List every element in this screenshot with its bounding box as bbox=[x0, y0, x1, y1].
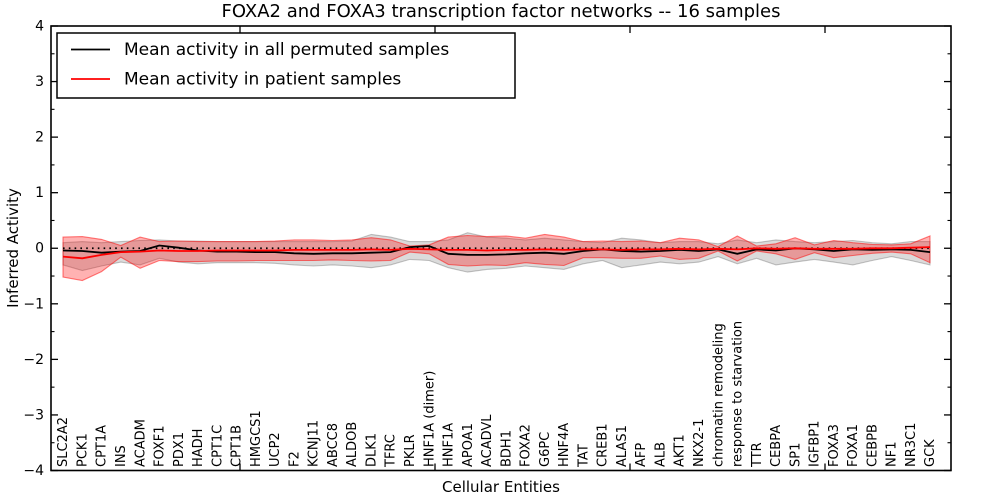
x-tick-label: GCK bbox=[923, 439, 938, 467]
x-tick-label: FOXA1 bbox=[846, 424, 861, 467]
x-tick-label: HNF1A (dimer) bbox=[422, 371, 437, 467]
chart-title: FOXA2 and FOXA3 transcription factor net… bbox=[222, 1, 781, 22]
y-tick-label: −4 bbox=[23, 463, 44, 479]
tick-layer bbox=[51, 25, 951, 472]
x-tick-label: NF1 bbox=[885, 442, 900, 467]
x-tick-label: CPT1B bbox=[230, 425, 245, 467]
x-tick-label: F2 bbox=[287, 451, 302, 467]
x-tick-label: PCK1 bbox=[75, 433, 90, 467]
y-axis-label: Inferred Activity bbox=[4, 188, 22, 308]
y-tick-label: 2 bbox=[35, 130, 44, 146]
patient-mean-line bbox=[62, 246, 931, 260]
x-tick-label: response to starvation bbox=[730, 321, 745, 467]
x-tick-label: HMGCS1 bbox=[249, 410, 264, 467]
y-tick-label: −1 bbox=[23, 296, 44, 312]
x-tick-label: DLK1 bbox=[364, 433, 379, 467]
x-tick-label: TTR bbox=[750, 442, 765, 468]
x-tick-label: ABCC8 bbox=[326, 423, 341, 467]
x-tick-label: SLC2A2 bbox=[56, 417, 71, 467]
x-tick-label: BDH1 bbox=[499, 430, 514, 467]
y-tick-label-layer: 4 3 2 1 0 −1 −2 −3 −4 bbox=[23, 18, 44, 479]
x-tick-label: ACADM bbox=[133, 419, 148, 467]
x-tick-label: SP1 bbox=[788, 443, 803, 467]
legend: Mean activity in all permuted samples Me… bbox=[56, 32, 516, 99]
legend-box bbox=[56, 32, 516, 99]
y-tick-label: 0 bbox=[35, 241, 44, 257]
legend-label-patient: Mean activity in patient samples bbox=[124, 69, 401, 89]
x-tick-label: AFP bbox=[634, 443, 649, 467]
x-tick-label: ALDOB bbox=[345, 422, 360, 467]
band-layer bbox=[62, 232, 931, 282]
x-tick-label: APOA1 bbox=[461, 423, 476, 467]
x-tick-label: HADH bbox=[191, 429, 206, 467]
x-tick-label: INS bbox=[114, 445, 129, 467]
series-layer bbox=[62, 244, 931, 260]
y-tick-label: 4 bbox=[35, 18, 44, 34]
patient-samples-std-band bbox=[62, 233, 931, 282]
x-tick-label: FOXA3 bbox=[827, 424, 842, 467]
y-tick-label: 1 bbox=[35, 185, 44, 201]
x-tick-label: CEBPA bbox=[769, 425, 784, 467]
x-tick-label: G6PC bbox=[538, 432, 553, 467]
y-tick-label: 3 bbox=[35, 74, 44, 90]
x-tick-label: HNF4A bbox=[557, 423, 572, 467]
x-tick-label: FOXA2 bbox=[519, 424, 534, 467]
x-tick-label: CEBPB bbox=[865, 424, 880, 467]
legend-label-permuted: Mean activity in all permuted samples bbox=[124, 40, 449, 60]
x-tick-label: PKLR bbox=[403, 434, 418, 467]
x-tick-label: AKT1 bbox=[673, 434, 688, 467]
x-tick-label: KCNJ11 bbox=[307, 420, 322, 467]
x-axis-label: Cellular Entities bbox=[442, 478, 560, 496]
x-tick-label: TAT bbox=[576, 444, 591, 468]
x-tick-label: NKX2-1 bbox=[692, 419, 707, 467]
x-tick-label: IGFBP1 bbox=[808, 421, 823, 467]
y-tick-label: −2 bbox=[23, 352, 44, 368]
x-tick-label: ACADVL bbox=[480, 414, 495, 467]
x-tick-label: CPT1A bbox=[95, 425, 110, 467]
y-tick-label: −3 bbox=[23, 407, 44, 423]
x-tick-label: NR3C1 bbox=[904, 423, 919, 467]
x-tick-label: FOXF1 bbox=[152, 425, 167, 467]
x-tick-label: UCP2 bbox=[268, 432, 283, 467]
x-tick-label-layer: SLC2A2 PCK1 CPT1A INS ACADM FOXF1 PDX1 HADH CPT1… bbox=[56, 321, 938, 468]
x-tick-label: TFRC bbox=[384, 434, 399, 468]
x-tick-label: ALB bbox=[653, 442, 668, 467]
x-tick-label: PDX1 bbox=[172, 432, 187, 467]
x-tick-label: HNF1A bbox=[441, 423, 456, 467]
x-tick-label: ALAS1 bbox=[615, 425, 630, 467]
x-tick-label: CPT1C bbox=[210, 425, 225, 467]
x-tick-label: chromatin remodeling bbox=[711, 323, 726, 467]
x-tick-label: CREB1 bbox=[596, 423, 611, 467]
